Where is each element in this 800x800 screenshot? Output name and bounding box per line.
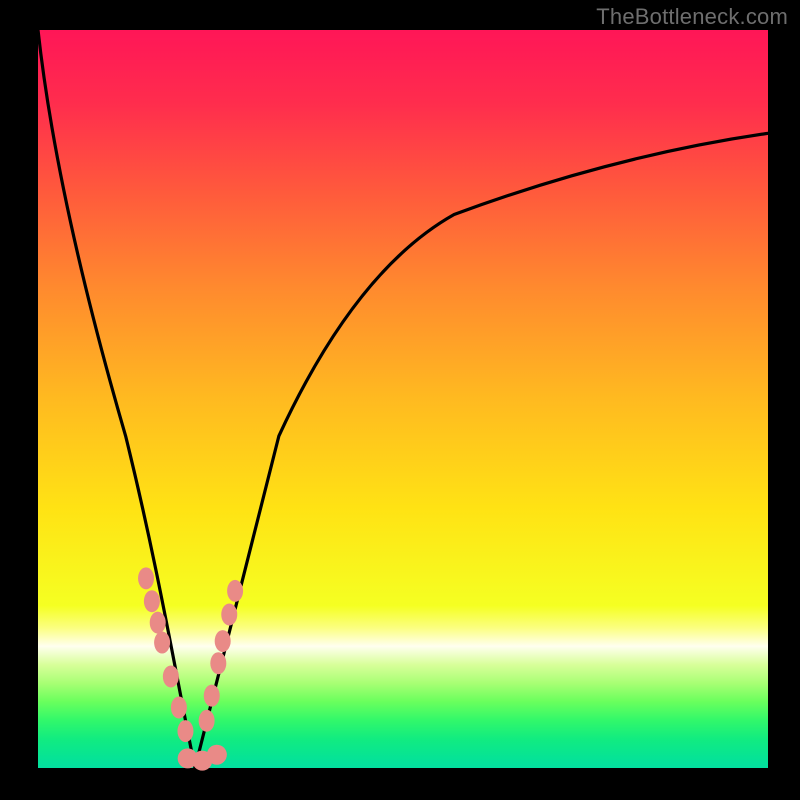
curve-marker — [215, 630, 231, 652]
curve-marker — [204, 685, 220, 707]
curve-marker — [138, 567, 154, 589]
chart-svg — [0, 0, 800, 800]
chart-canvas: TheBottleneck.com — [0, 0, 800, 800]
curve-marker — [177, 720, 193, 742]
curve-marker — [207, 745, 227, 765]
curve-marker — [154, 632, 170, 654]
curve-marker — [163, 665, 179, 687]
curve-marker — [227, 580, 243, 602]
curve-marker — [210, 652, 226, 674]
curve-marker — [144, 590, 160, 612]
curve-marker — [171, 696, 187, 718]
curve-marker — [199, 710, 215, 732]
watermark-text: TheBottleneck.com — [596, 4, 788, 30]
curve-marker — [150, 612, 166, 634]
plot-background — [38, 30, 768, 768]
curve-marker — [221, 603, 237, 625]
